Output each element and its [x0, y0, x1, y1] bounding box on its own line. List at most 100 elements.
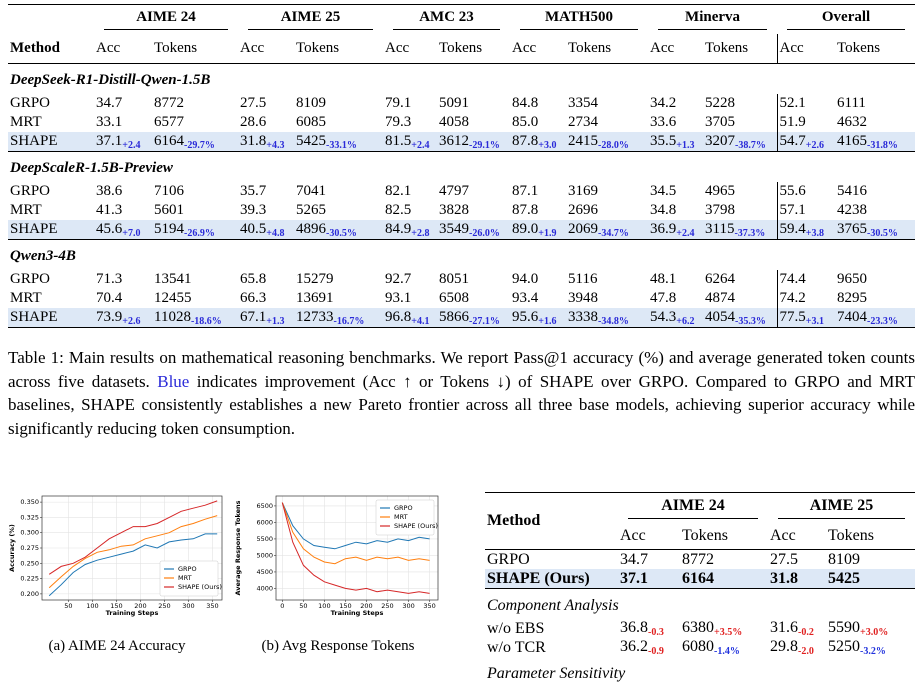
cell-delta: +1.3 [676, 139, 695, 151]
cell-delta: -30.5% [867, 227, 898, 239]
cell-value: 3354 [568, 95, 599, 111]
cell-value: 5194 [154, 220, 184, 237]
cell-delta: +3.5% [714, 627, 743, 638]
table-cell: 87.8 [510, 201, 566, 220]
cell-value: 3765 [837, 220, 868, 237]
table-cell: 3612-29.1% [437, 132, 511, 152]
dataset-name: Minerva [658, 9, 768, 30]
metric-header: Tokens [566, 34, 649, 64]
cell-value: 27.5 [770, 550, 798, 568]
table-cell: 4965 [703, 182, 777, 201]
cell-value: 33.6 [650, 114, 677, 130]
y-tick-label: 5500 [256, 535, 273, 543]
group-title: DeepSeek-R1-Distill-Qwen-1.5B [10, 71, 211, 88]
table-cell: 13541 [152, 270, 238, 289]
cell-value: 54.3 [650, 308, 677, 325]
cell-value: 31.8 [240, 132, 267, 149]
cell-delta: +7.0 [122, 227, 141, 239]
table-cell: 74.4 [776, 270, 836, 289]
line [281, 502, 430, 594]
cell-delta: +4.8 [266, 227, 285, 239]
table-cell: 8772 [680, 549, 768, 569]
dataset-header: AIME 24 [94, 5, 238, 35]
table-cell: 7106 [152, 182, 238, 201]
cell-delta: -26.9% [184, 227, 215, 239]
section-title: Parameter Sensitivity [487, 665, 626, 682]
table-cell: 79.1 [383, 94, 437, 113]
y-tick-label: 4000 [256, 584, 273, 592]
cell-value: 3798 [705, 202, 736, 218]
cell-delta: -1.4% [714, 646, 740, 657]
table-cell: 6085 [294, 113, 383, 132]
cell-value: 34.7 [96, 95, 123, 111]
y-tick-label: 0.300 [20, 529, 39, 537]
cell-value: 51.9 [779, 114, 806, 130]
table-cell: 3169 [566, 182, 648, 201]
table-cell: 8295 [835, 289, 915, 308]
cell-value: 84.8 [512, 95, 539, 111]
cell-value: 9650 [837, 271, 868, 287]
cell-value: 37.1 [96, 132, 123, 149]
cell-value: 28.6 [240, 114, 267, 130]
y-tick-label: 6000 [256, 518, 273, 526]
table-cell: 8772 [152, 94, 238, 113]
chart: 0.200 0.225 0.250 0.275 0.300 0.325 0.350 50 100… [8, 495, 223, 617]
table-cell: 29.8-2.0 [768, 638, 826, 657]
cell-value: 6085 [296, 114, 326, 130]
cell-value: 3169 [568, 183, 599, 199]
table-cell: 12455 [152, 289, 238, 308]
table-cell: 93.1 [383, 289, 437, 308]
cell-value: 4874 [705, 290, 736, 306]
cell-value: 37.1 [620, 569, 648, 587]
table-cell: 3948 [566, 289, 648, 308]
section-title: Component Analysis [487, 597, 619, 614]
y-tick-label: 4500 [256, 568, 273, 576]
cell-delta: -35.3% [735, 315, 766, 327]
table-cell: 3828 [437, 201, 510, 220]
cell-value: 71.3 [96, 271, 123, 287]
table-cell: 89.0+1.9 [510, 220, 567, 240]
cell-value: 4165 [837, 132, 868, 149]
cell-delta: -23.3% [867, 315, 898, 327]
line [48, 533, 218, 597]
cell-delta: -28.0% [598, 139, 629, 151]
cell-value: 85.0 [512, 114, 539, 130]
y-axis-label: Accuracy (%) [8, 524, 16, 572]
cell-value: 31.6 [770, 619, 798, 636]
cell-value: 12733 [296, 308, 334, 325]
cell-value: 13541 [154, 271, 192, 287]
x-tick-label: 250 [381, 602, 393, 610]
cell-delta: +3.0 [538, 139, 557, 151]
table-cell: 34.5 [648, 182, 703, 201]
table-cell: 52.1 [776, 94, 836, 113]
cell-delta: -33.1% [326, 139, 357, 151]
y-tick-label: 0.250 [20, 559, 39, 567]
cell-value: 6380 [682, 619, 714, 636]
line [48, 500, 218, 575]
table-cell: 33.1 [94, 113, 152, 132]
cell-value: 54.7 [779, 132, 806, 149]
cell-delta: -26.0% [469, 227, 500, 239]
method-name: w/o TCR [487, 638, 546, 656]
table-cell: 36.2-0.9 [618, 638, 680, 657]
table-cell: 51.9 [776, 113, 836, 132]
dataset-name: AIME 25 [778, 497, 905, 519]
table-cell: 6111 [835, 94, 915, 113]
cell-value: 11028 [154, 308, 191, 325]
cell-value: 4965 [705, 183, 736, 199]
method-name: MRT [10, 114, 42, 130]
metric-header: Acc [618, 523, 680, 550]
cell-value: 7106 [154, 183, 184, 199]
cell-delta: +2.4 [676, 227, 695, 239]
table-cell: 5425 [826, 569, 915, 589]
table-cell: 93.4 [510, 289, 566, 308]
cell-delta: -30.5% [326, 227, 357, 239]
table-cell: 3705 [703, 113, 777, 132]
cell-value: 6508 [439, 290, 469, 306]
table-cell: 35.7 [238, 182, 294, 201]
table-cell: 27.5 [768, 549, 826, 569]
table-cell: 8109 [294, 94, 383, 113]
method-name: GRPO [485, 549, 618, 569]
cell-value: 3207 [705, 132, 736, 149]
table-cell: 95.6+1.6 [510, 308, 567, 328]
